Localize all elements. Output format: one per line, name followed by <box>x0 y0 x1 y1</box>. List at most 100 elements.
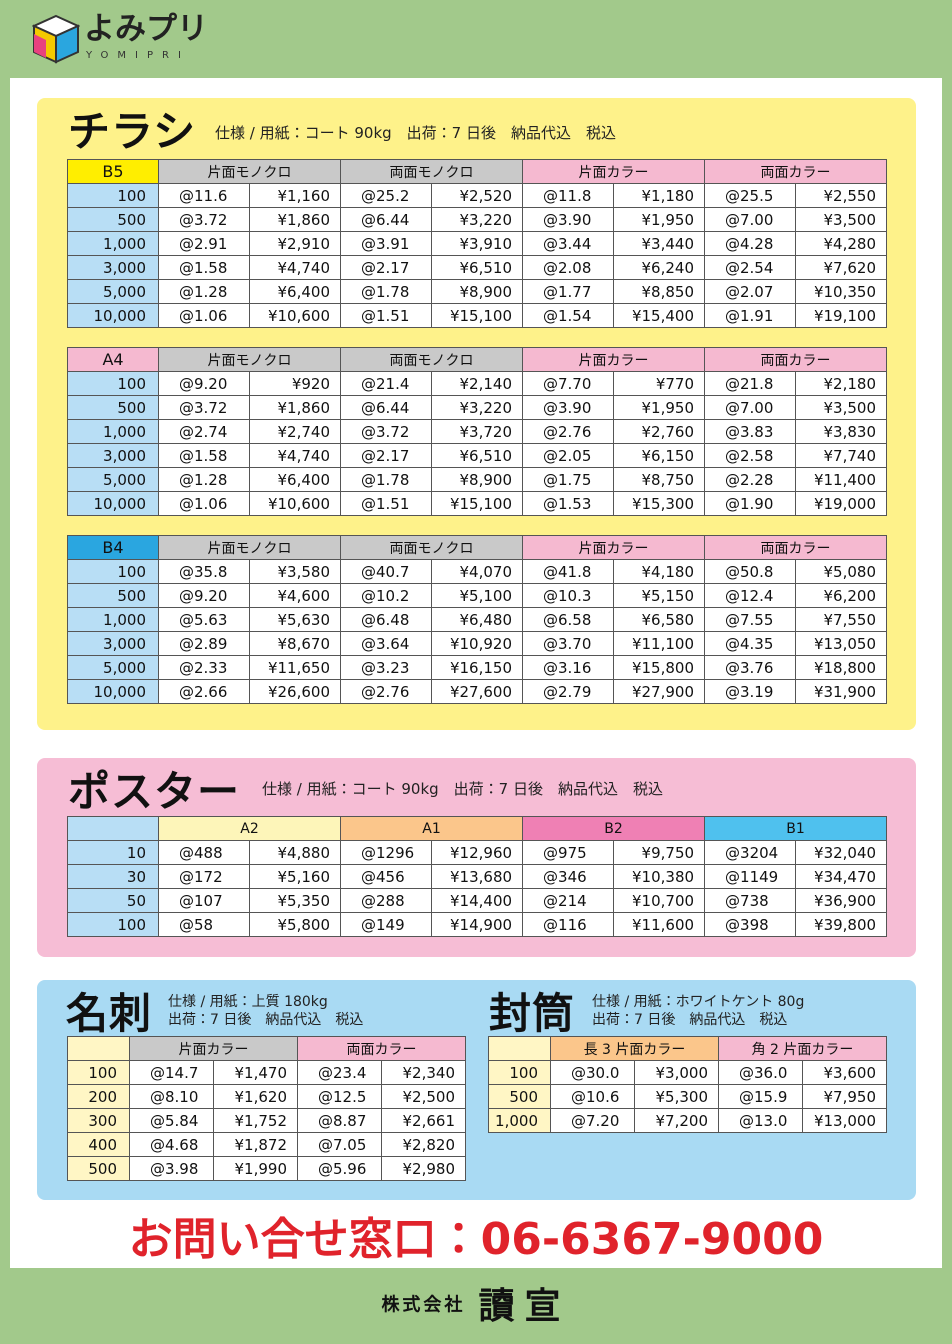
total-price: ¥10,380 <box>613 864 706 889</box>
price-row: 10 @488 ¥4,880 @1296 ¥12,960 @975 ¥9,750 @3204 ¥… <box>67 840 888 865</box>
flyer-spec: 仕様 / 用紙：コート 90kg 出荷：7 日後 納品代込 税込 <box>215 124 616 142</box>
quantity: 10,000 <box>67 491 159 516</box>
unit-price: @7.55 <box>704 607 796 632</box>
size-label: A4 <box>67 347 159 372</box>
quantity: 10,000 <box>67 679 159 704</box>
total-price: ¥11,650 <box>249 655 341 680</box>
unit-price: @1.06 <box>158 303 250 328</box>
total-price: ¥19,100 <box>795 303 887 328</box>
quantity: 1,000 <box>67 231 159 256</box>
unit-price: @3.83 <box>704 419 796 444</box>
total-price: ¥7,740 <box>795 443 887 468</box>
unit-price: @2.07 <box>704 279 796 304</box>
unit-price: @2.54 <box>704 255 796 280</box>
price-row: 200 @8.10 ¥1,620 @12.5 ¥2,500 <box>67 1084 466 1109</box>
column-header: B2 <box>522 816 706 841</box>
total-price: ¥15,300 <box>613 491 705 516</box>
unit-price: @30.0 <box>550 1060 635 1085</box>
unit-price: @3.98 <box>129 1156 214 1181</box>
company-name: 讀宣 <box>478 1284 571 1327</box>
unit-price: @1.78 <box>340 467 432 492</box>
total-price: ¥5,150 <box>613 583 705 608</box>
unit-price: @2.89 <box>158 631 250 656</box>
unit-price: @3.72 <box>158 395 250 420</box>
total-price: ¥2,820 <box>381 1132 466 1157</box>
unit-price: @1149 <box>704 864 797 889</box>
quantity: 500 <box>488 1084 551 1109</box>
price-row: 100 @30.0 ¥3,000 @36.0 ¥3,600 <box>488 1060 887 1085</box>
unit-price: @58 <box>158 912 250 937</box>
price-row: 100 @14.7 ¥1,470 @23.4 ¥2,340 <box>67 1060 466 1085</box>
total-price: ¥1,160 <box>249 183 341 208</box>
quantity: 5,000 <box>67 467 159 492</box>
unit-price: @2.17 <box>340 443 432 468</box>
total-price: ¥27,900 <box>613 679 705 704</box>
price-table: 長 3 片面カラー角 2 片面カラー 100 @30.0 ¥3,000 @36.0 ¥3,… <box>488 1036 887 1133</box>
price-row: 100 @11.6 ¥1,160 @25.2 ¥2,520 @11.8 ¥1,180 @25.… <box>67 183 887 208</box>
unit-price: @7.05 <box>297 1132 382 1157</box>
total-price: ¥5,100 <box>431 583 523 608</box>
unit-price: @2.91 <box>158 231 250 256</box>
total-price: ¥6,150 <box>613 443 705 468</box>
column-header: 片面モノクロ <box>158 535 341 560</box>
unit-price: @11.8 <box>522 183 614 208</box>
column-header: 片面カラー <box>522 535 705 560</box>
unit-price: @9.20 <box>158 583 250 608</box>
size-label <box>67 816 159 841</box>
unit-price: @35.8 <box>158 559 250 584</box>
total-price: ¥5,350 <box>248 888 342 913</box>
total-price: ¥4,880 <box>248 840 342 865</box>
total-price: ¥10,920 <box>431 631 523 656</box>
logo-icon <box>32 14 80 64</box>
price-row: 500 @3.72 ¥1,860 @6.44 ¥3,220 @3.90 ¥1,950 @7.0… <box>67 207 887 232</box>
total-price: ¥1,620 <box>213 1084 298 1109</box>
total-price: ¥11,400 <box>795 467 887 492</box>
unit-price: @15.9 <box>718 1084 803 1109</box>
envelope-spec-2: 出荷：7 日後 納品代込 税込 <box>592 1012 788 1028</box>
price-row: 1,000 @2.74 ¥2,740 @3.72 ¥3,720 @2.76 ¥2,760 @3… <box>67 419 887 444</box>
unit-price: @1.51 <box>340 491 432 516</box>
total-price: ¥6,510 <box>431 255 523 280</box>
total-price: ¥18,800 <box>795 655 887 680</box>
total-price: ¥3,220 <box>431 207 523 232</box>
unit-price: @8.87 <box>297 1108 382 1133</box>
unit-price: @11.6 <box>158 183 250 208</box>
total-price: ¥1,872 <box>213 1132 298 1157</box>
unit-price: @488 <box>158 840 250 865</box>
quantity: 100 <box>67 1060 130 1085</box>
flyer-title: チラシ <box>68 107 197 156</box>
unit-price: @6.58 <box>522 607 614 632</box>
total-price: ¥1,950 <box>613 207 705 232</box>
total-price: ¥31,900 <box>795 679 887 704</box>
unit-price: @14.7 <box>129 1060 214 1085</box>
unit-price: @2.74 <box>158 419 250 444</box>
total-price: ¥14,400 <box>431 888 524 913</box>
unit-price: @1.53 <box>522 491 614 516</box>
unit-price: @346 <box>522 864 615 889</box>
total-price: ¥4,070 <box>431 559 523 584</box>
column-header: 片面モノクロ <box>158 159 341 184</box>
unit-price: @3.91 <box>340 231 432 256</box>
size-label: B5 <box>67 159 159 184</box>
unit-price: @456 <box>340 864 433 889</box>
column-header: 両面モノクロ <box>340 535 523 560</box>
total-price: ¥13,050 <box>795 631 887 656</box>
unit-price: @2.79 <box>522 679 614 704</box>
contact: お問い合せ窓口：06-6367-9000 <box>128 1214 824 1265</box>
price-row: 1,000 @5.63 ¥5,630 @6.48 ¥6,480 @6.58 ¥6,580 @7… <box>67 607 887 632</box>
unit-price: @3.90 <box>522 395 614 420</box>
unit-price: @3.70 <box>522 631 614 656</box>
total-price: ¥32,040 <box>795 840 888 865</box>
price-row: 100 @58 ¥5,800 @149 ¥14,900 @116 ¥11,600 @398 ¥3… <box>67 912 888 937</box>
column-header: A2 <box>157 816 342 841</box>
unit-price: @3.72 <box>340 419 432 444</box>
total-price: ¥6,480 <box>431 607 523 632</box>
total-price: ¥770 <box>613 371 705 396</box>
unit-price: @1.78 <box>340 279 432 304</box>
unit-price: @1.51 <box>340 303 432 328</box>
total-price: ¥4,740 <box>249 443 341 468</box>
price-row: 500 @9.20 ¥4,600 @10.2 ¥5,100 @10.3 ¥5,150 @12.… <box>67 583 887 608</box>
total-price: ¥34,470 <box>795 864 888 889</box>
envelope-title: 封筒 <box>489 989 576 1038</box>
total-price: ¥2,520 <box>431 183 523 208</box>
